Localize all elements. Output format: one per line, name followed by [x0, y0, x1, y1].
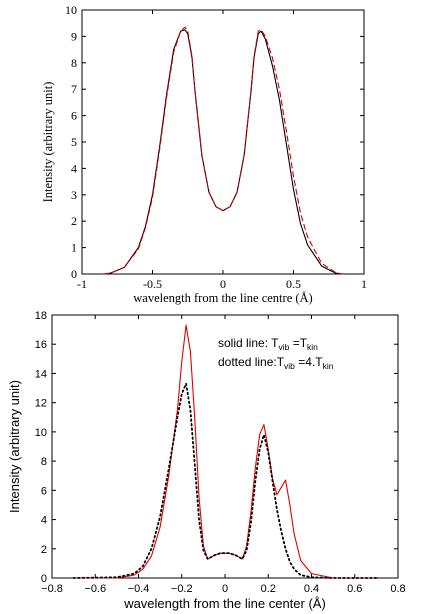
y-tick-label: 7: [71, 82, 77, 96]
y-tick-label: 0: [71, 267, 77, 281]
series-line-dotted: [72, 382, 378, 579]
x-tick-label: −0.2: [171, 583, 193, 595]
y-tick-label: 8: [71, 56, 77, 70]
legend-dotted-mid: =4.T: [295, 355, 323, 369]
x-tick-label: 0.6: [347, 583, 362, 595]
y-tick-label: 9: [71, 29, 77, 43]
x-tick-label: 1: [361, 277, 367, 291]
legend-dotted-sub-vib: vib: [284, 361, 295, 371]
y-tick-label: 10: [65, 3, 77, 17]
legend-solid-line: solid line: Tvib =Tkin: [218, 336, 318, 352]
series-line-solid: [103, 29, 343, 275]
y-tick-label: 16: [35, 339, 47, 351]
x-tick-label: 0: [222, 583, 228, 595]
legend-dotted-prefix: dotted line:T: [218, 355, 285, 369]
x-tick-label: -1: [77, 277, 87, 291]
y-tick-label: 14: [35, 368, 47, 380]
legend-solid-sub-kin: kin: [307, 342, 318, 352]
legend-solid-prefix: solid line: T: [218, 336, 279, 350]
y-tick-label: 6: [41, 485, 47, 497]
y-tick-label: 4: [71, 161, 77, 175]
y-tick-label: 18: [35, 310, 47, 322]
y-tick-label: 2: [71, 214, 77, 228]
bottom-chart-x-axis-label: wavelength from the line center (Å): [123, 596, 326, 611]
y-tick-label: 1: [71, 241, 77, 255]
top-chart-series: [103, 26, 343, 275]
y-tick-label: 12: [35, 398, 47, 410]
bottom-chart-y-axis-label: Intensity (arbitrary unit): [7, 380, 22, 513]
x-tick-label: −0.8: [41, 583, 63, 595]
x-tick-label: 0.2: [261, 583, 276, 595]
y-tick-label: 4: [41, 515, 47, 527]
y-tick-label: 0: [41, 573, 47, 585]
y-tick-label: 5: [71, 135, 77, 149]
legend-dotted-line: dotted line:Tvib =4.Tkin: [218, 355, 334, 371]
x-tick-label: −0.4: [128, 583, 150, 595]
series-line-dashed: [103, 26, 343, 275]
y-tick-label: 2: [41, 544, 47, 556]
top-chart-x-axis-label: wavelength from the line centre (Å): [133, 291, 312, 305]
x-tick-label: −0.6: [84, 583, 106, 595]
top-chart-y-axis-label: Intensity (arbitrary unit): [41, 82, 55, 203]
y-tick-label: 6: [71, 109, 77, 123]
bottom-chart-ticks: −0.8 −0.6 −0.4 −0.2 0 0.2 0.4 0.6 0.8 0 2 4 6 8 10 12 14…: [35, 310, 406, 595]
bottom-chart-series: [72, 324, 378, 579]
bottom-chart: −0.8 −0.6 −0.4 −0.2 0 0.2 0.4 0.6 0.8 0 2 4 6 8 10 12 14…: [7, 310, 406, 611]
x-tick-label: 0.8: [390, 583, 405, 595]
x-tick-label: -0.5: [143, 277, 162, 291]
legend-dotted-sub-kin: kin: [323, 361, 334, 371]
y-tick-label: 8: [41, 456, 47, 468]
x-tick-label: 0.4: [304, 583, 319, 595]
legend-solid-sub-vib: vib: [278, 342, 289, 352]
x-tick-label: 0: [220, 277, 226, 291]
top-chart-frame: [81, 9, 365, 275]
x-tick-label: 0.5: [286, 277, 301, 291]
y-tick-label: 3: [71, 188, 77, 202]
y-tick-label: 10: [35, 427, 47, 439]
legend-solid-mid: =T: [289, 336, 307, 350]
